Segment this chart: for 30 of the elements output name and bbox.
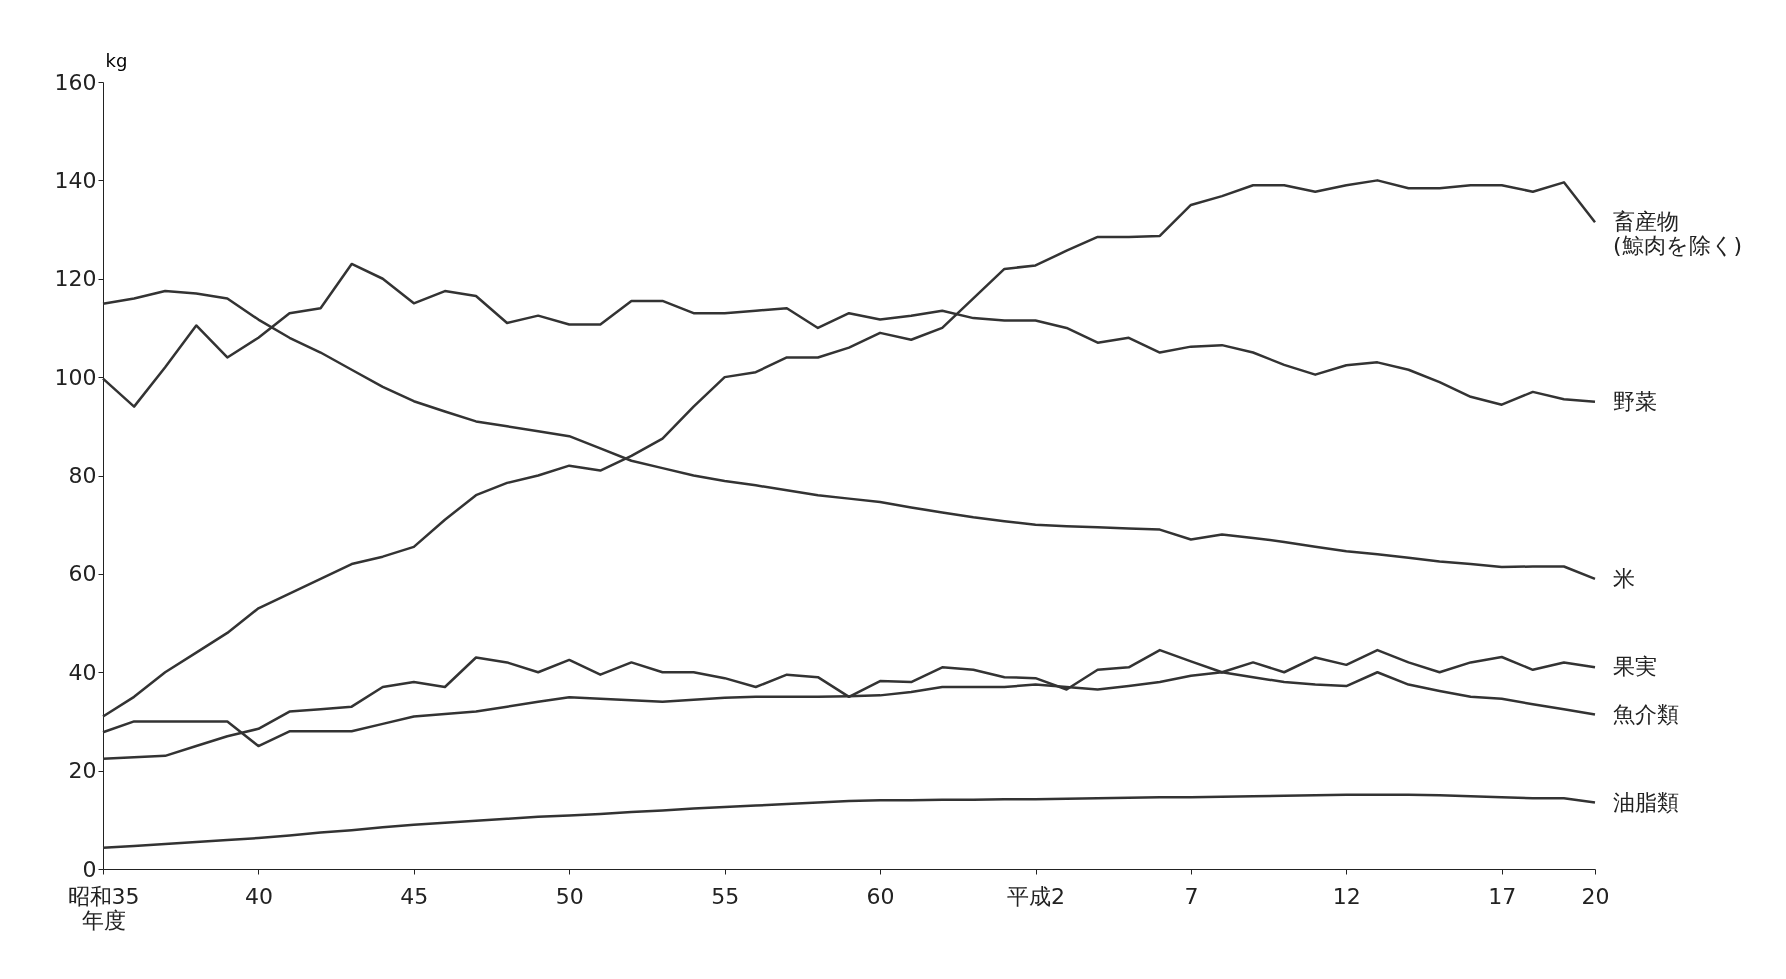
series-label: 畜産物 (鯨肉を除く) (1613, 209, 1743, 259)
y-tick-label: 100 (54, 364, 97, 390)
x-tick-label: 40 (244, 883, 273, 909)
y-tick-label: 80 (68, 463, 97, 488)
y-tick-label: 120 (54, 266, 97, 292)
x-tick-label: 60 (866, 883, 895, 909)
x-tick-label: 7 (1184, 883, 1199, 909)
x-tick-label: 55 (711, 883, 740, 909)
x-tick-label: 平成2 (1007, 883, 1065, 909)
x-tick-label: 昭和35 年度 (67, 883, 140, 933)
y-tick-label: 140 (54, 167, 97, 193)
line-series (101, 793, 1597, 850)
x-tick-label: 20 (1581, 883, 1610, 909)
y-tick-label: 0 (82, 856, 97, 882)
y-tick-label: 20 (68, 758, 97, 784)
y-tick-label: 160 (54, 69, 97, 95)
series-label: 魚介類 (1613, 701, 1679, 727)
series-label: 果実 (1613, 654, 1657, 680)
series-label: 油脂類 (1613, 789, 1679, 815)
line-series (101, 648, 1597, 761)
x-tick-label: 12 (1332, 883, 1361, 909)
x-tick-label: 50 (555, 883, 584, 909)
series-label: 米 (1613, 565, 1635, 591)
x-tick-label: 17 (1488, 883, 1517, 909)
y-axis-title: kg (105, 49, 128, 71)
y-tick-label: 40 (68, 659, 97, 685)
line-series (101, 179, 1597, 718)
series-label: 野菜 (1613, 388, 1657, 414)
y-tick-label: 60 (68, 561, 97, 587)
x-tick-label: 45 (400, 883, 429, 909)
